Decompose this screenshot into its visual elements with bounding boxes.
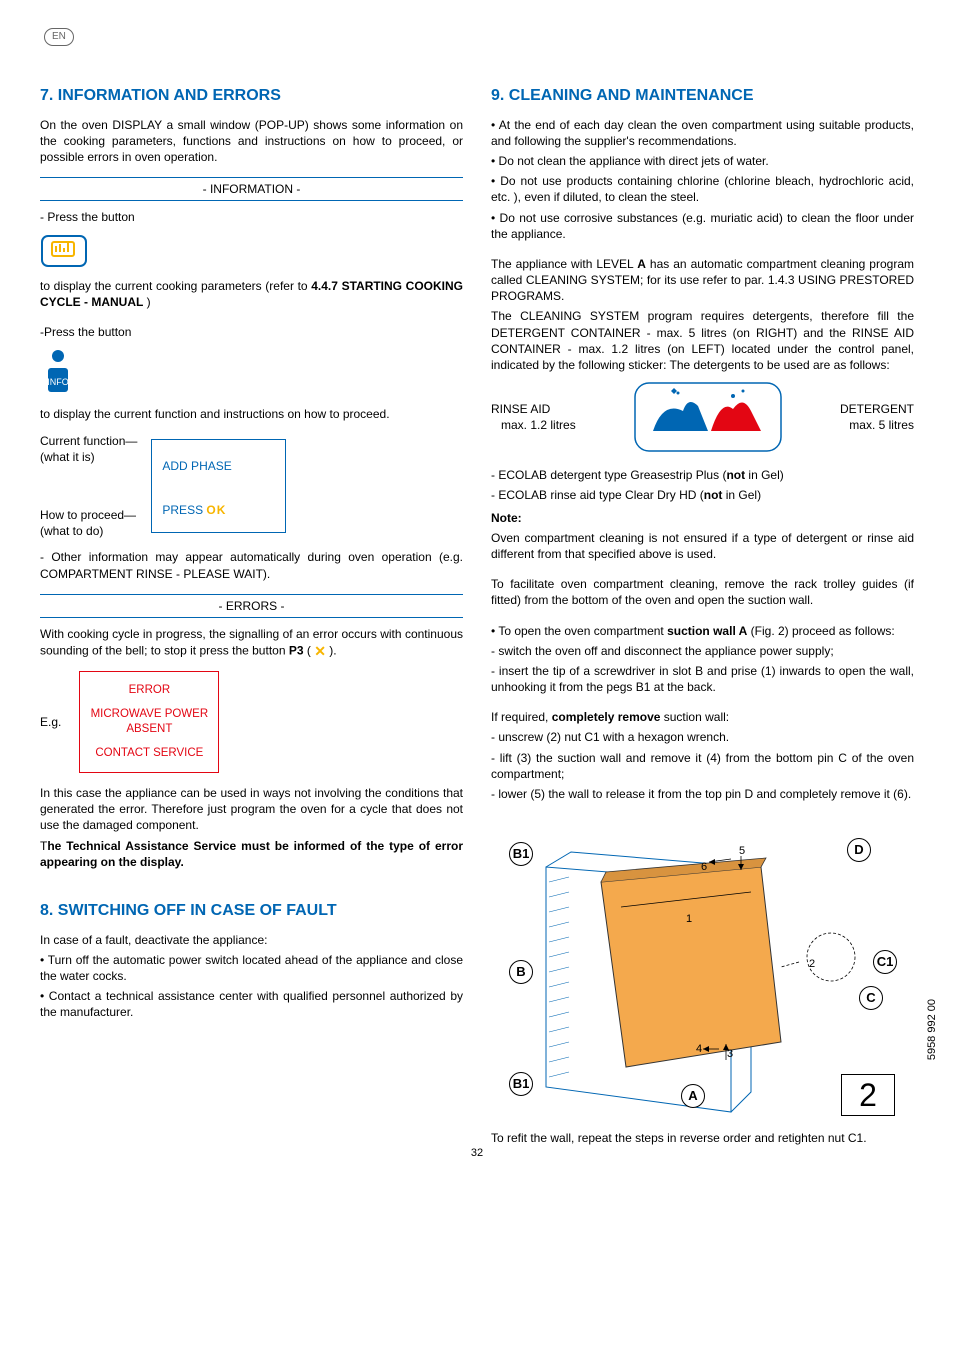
para-9e: The appliance with LEVEL A has an automa… <box>491 256 914 305</box>
svg-text:2: 2 <box>809 958 815 970</box>
eg-label: E.g. <box>40 714 61 730</box>
para-9i: Oven compartment cleaning is not ensured… <box>491 530 914 562</box>
figure-number-2: 2 <box>841 1074 895 1116</box>
para-9f: The CLEANING SYSTEM program requires det… <box>491 308 914 373</box>
para-9a: • At the end of each day clean the oven … <box>491 117 914 149</box>
svg-text:6: 6 <box>701 861 707 873</box>
phase-box: ADD PHASE PRESS OK <box>151 439 286 533</box>
detergent-sticker-row: RINSE AID max. 1.2 litres DETERGENT max.… <box>491 381 914 453</box>
para-9k: • To open the oven compartment suction w… <box>491 623 914 639</box>
para-7g: The Technical Assistance Service must be… <box>40 838 463 870</box>
heading-7: 7. INFORMATION AND ERRORS <box>40 85 463 107</box>
para-7a: On the oven DISPLAY a small window (POP-… <box>40 117 463 166</box>
svg-text:1: 1 <box>686 913 692 925</box>
info-icon: INFO <box>40 348 76 400</box>
para-9d: • Do not use corrosive substances (e.g. … <box>491 210 914 242</box>
para-7c: to display the current function and inst… <box>40 406 463 422</box>
left-column: 7. INFORMATION AND ERRORS On the oven DI… <box>40 85 463 1150</box>
press-button-1: - Press the button <box>40 209 463 225</box>
svg-text:INFO: INFO <box>47 377 69 387</box>
para-8a: In case of a fault, deactivate the appli… <box>40 932 463 948</box>
para-9j: To facilitate oven compartment cleaning,… <box>491 576 914 608</box>
svg-text:5: 5 <box>739 845 745 857</box>
note-label: Note: <box>491 510 914 526</box>
right-column: 9. CLEANING AND MAINTENANCE • At the end… <box>491 85 914 1150</box>
para-9m: - insert the tip of a screwdriver in slo… <box>491 663 914 695</box>
rinse-aid-label: RINSE AID max. 1.2 litres <box>491 401 576 433</box>
heading-9: 9. CLEANING AND MAINTENANCE <box>491 85 914 107</box>
heading-8: 8. SWITCHING OFF IN CASE OF FAULT <box>40 900 463 922</box>
press-ok-text: PRESS OK <box>162 502 275 518</box>
language-badge: EN <box>44 28 74 46</box>
para-7e: With cooking cycle in progress, the sign… <box>40 626 463 661</box>
sticker-icon <box>633 381 783 453</box>
para-7d: - Other information may appear automatic… <box>40 549 463 581</box>
figure-2-diagram: 1 5 6 2 3 4 B1 B B1 D C1 <box>491 812 901 1122</box>
para-9p: - lift (3) the suction wall and remove i… <box>491 750 914 782</box>
para-9n: If required, completely remove suction w… <box>491 709 914 725</box>
error-box: ERROR MICROWAVE POWER ABSENT CONTACT SER… <box>79 671 219 773</box>
para-9g: - ECOLAB detergent type Greasestrip Plus… <box>491 467 914 483</box>
para-9l: - switch the oven off and disconnect the… <box>491 643 914 659</box>
para-9c: • Do not use products containing chlorin… <box>491 173 914 205</box>
press-button-2: -Press the button <box>40 324 463 340</box>
parameters-icon <box>40 234 88 272</box>
para-9b: • Do not clean the appliance with direct… <box>491 153 914 169</box>
svg-text:4: 4 <box>696 1043 702 1055</box>
para-9h: - ECOLAB rinse aid type Clear Dry HD (no… <box>491 487 914 503</box>
para-7f: In this case the appliance can be used i… <box>40 785 463 834</box>
detergent-label: DETERGENT max. 5 litres <box>840 401 914 433</box>
x-icon: ✕ <box>314 642 326 661</box>
error-example-row: E.g. ERROR MICROWAVE POWER ABSENT CONTAC… <box>40 671 463 773</box>
para-7b: to display the current cooking parameter… <box>40 278 463 310</box>
page-number: 32 <box>0 1146 954 1161</box>
errors-label: - ERRORS - <box>40 594 463 618</box>
para-9r: To refit the wall, repeat the steps in r… <box>491 1130 914 1146</box>
para-9q: - lower (5) the wall to release it from … <box>491 786 914 802</box>
para-8c: • Contact a technical assistance center … <box>40 988 463 1020</box>
para-8b: • Turn off the automatic power switch lo… <box>40 952 463 984</box>
document-code: 5958 992 00 <box>925 999 940 1060</box>
function-diagram: Current function— (what it is) How to pr… <box>40 433 463 540</box>
information-label: - INFORMATION - <box>40 177 463 201</box>
add-phase-text: ADD PHASE <box>162 458 275 474</box>
para-9o: - unscrew (2) nut C1 with a hexagon wren… <box>491 729 914 745</box>
